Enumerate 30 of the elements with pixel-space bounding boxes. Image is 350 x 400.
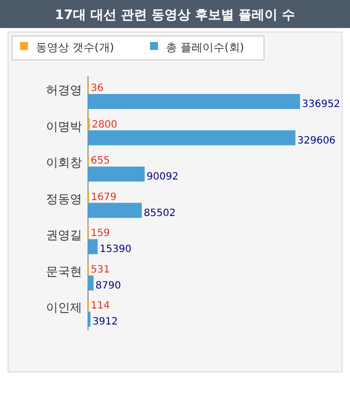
data-label: 36	[90, 83, 104, 94]
bar	[88, 275, 94, 290]
y-tick-label: 이회창	[46, 156, 82, 170]
y-tick-label: 허경영	[46, 83, 82, 97]
data-label: 8790	[96, 280, 121, 292]
legend-label: 총 플레이수(회)	[166, 41, 244, 54]
data-label: 1679	[91, 192, 117, 203]
data-label: 531	[90, 264, 110, 276]
data-label: 15390	[100, 244, 132, 256]
bar	[88, 239, 98, 254]
y-tick-label: 문국현	[46, 264, 82, 278]
data-label: 90092	[146, 172, 178, 183]
data-label: 2800	[92, 119, 118, 130]
y-tick-label: 이명박	[46, 119, 82, 134]
bar	[88, 202, 142, 218]
bar	[88, 94, 300, 109]
data-label: 336952	[302, 99, 340, 110]
bar	[88, 130, 296, 146]
legend-label: 동영상 갯수(개)	[36, 41, 114, 54]
data-label: 329606	[297, 135, 336, 146]
y-tick-label: 정동영	[46, 192, 82, 206]
data-label: 114	[90, 300, 110, 312]
y-tick-label: 이인제	[46, 300, 82, 315]
data-label: 85502	[144, 208, 176, 219]
chart-title: 17대 대선 관련 동영상 후보별 플레이 수	[54, 8, 296, 23]
data-label: 655	[90, 156, 110, 167]
bar	[88, 166, 145, 182]
data-label: 3912	[92, 316, 118, 328]
y-tick-label: 권영길	[46, 228, 82, 242]
data-label: 159	[90, 228, 110, 240]
